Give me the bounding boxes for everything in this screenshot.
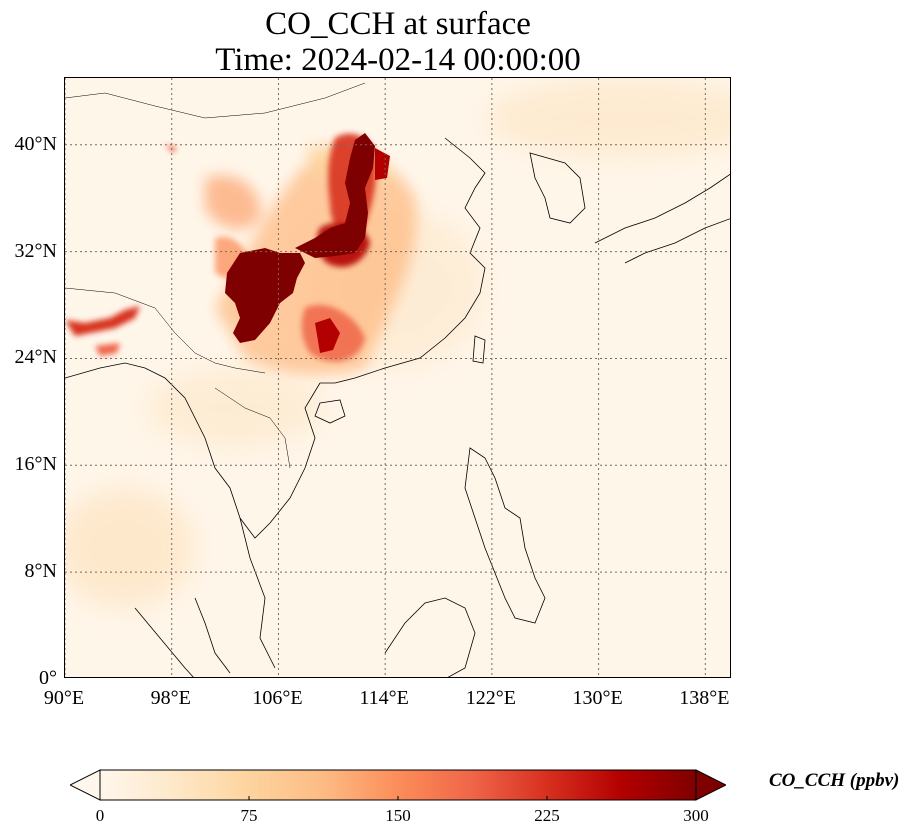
co-plume bbox=[65, 133, 417, 375]
lat-tick-label: 32°N bbox=[14, 239, 57, 262]
colorbar-tick-label: 225 bbox=[534, 806, 560, 825]
lon-tick-label: 98°E bbox=[150, 687, 191, 709]
colorbar-extend-max bbox=[695, 769, 726, 801]
map-plot-area bbox=[64, 77, 731, 678]
lat-tick-label: 24°N bbox=[14, 346, 57, 369]
lon-tick-label: 130°E bbox=[572, 687, 623, 709]
gridlines bbox=[65, 78, 730, 677]
colorbar-tick-label: 0 bbox=[95, 806, 105, 825]
lat-tick-label: 40°N bbox=[14, 132, 57, 155]
lat-tick-label: 16°N bbox=[14, 453, 57, 476]
colorbar-gradient bbox=[99, 769, 697, 801]
map-title: CO_CCH at surface bbox=[265, 6, 531, 42]
lon-tick-label: 90°E bbox=[43, 687, 85, 709]
concentration-map bbox=[65, 78, 730, 677]
coastlines-and-borders bbox=[65, 82, 730, 677]
plume-core-band bbox=[295, 133, 375, 258]
lon-tick-label: 106°E bbox=[252, 687, 303, 709]
lon-tick-label: 114°E bbox=[359, 687, 409, 709]
lat-tick-label: 0° bbox=[39, 667, 57, 689]
background-haze bbox=[65, 78, 730, 608]
plume-core-sichuan bbox=[225, 248, 305, 343]
plume-ne-india bbox=[65, 306, 140, 336]
colorbar-tick-label: 300 bbox=[683, 806, 709, 825]
lon-tick-label: 122°E bbox=[465, 687, 516, 709]
colorbar bbox=[70, 769, 726, 801]
lat-tick-label: 8°N bbox=[24, 560, 57, 583]
lon-tick-label: 138°E bbox=[679, 687, 730, 709]
colorbar-tick-label: 150 bbox=[385, 806, 411, 825]
map-time-subtitle: Time: 2024-02-14 00:00:00 bbox=[215, 42, 581, 78]
colorbar-tick-label: 75 bbox=[240, 806, 258, 825]
colorbar-label: CO_CCH (ppbv) bbox=[769, 770, 900, 791]
colorbar-extend-min bbox=[70, 769, 101, 801]
